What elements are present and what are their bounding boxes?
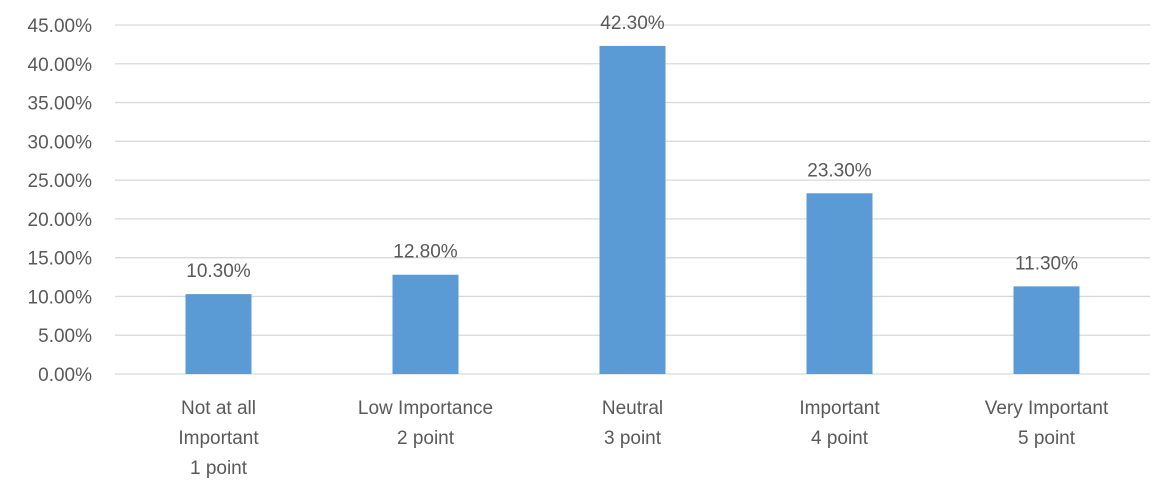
y-tick-label: 0.00%: [38, 365, 92, 386]
x-category-label: Low Importance 2 point: [358, 398, 493, 449]
x-category-label: Important 4 point: [799, 398, 880, 449]
bar: [185, 294, 252, 374]
data-label: 12.80%: [393, 242, 458, 263]
x-category-label-line: 1 point: [190, 458, 248, 479]
x-category-label-line: Important: [178, 428, 259, 449]
y-tick-label: 45.00%: [28, 16, 93, 37]
y-tick-label: 25.00%: [28, 171, 93, 192]
y-tick-label: 15.00%: [28, 249, 93, 270]
x-category-label: Not at all Important 1 point: [178, 398, 259, 479]
bar: [599, 45, 666, 374]
y-tick-label: 35.00%: [28, 94, 93, 115]
x-category-label-line: 2 point: [397, 428, 455, 449]
x-category-label: Neutral 3 point: [602, 398, 663, 449]
x-axis-categories: Not at all Important 1 point Low Importance…: [178, 398, 1109, 479]
data-labels: 10.30% 12.80% 42.30% 23.30% 11.30%: [186, 13, 1078, 282]
x-category-label-line: Very Important: [985, 398, 1109, 419]
x-category-label-line: 4 point: [811, 428, 869, 449]
y-tick-label: 20.00%: [28, 210, 93, 231]
x-category-label-line: Not at all: [181, 398, 256, 419]
data-label: 23.30%: [807, 160, 872, 181]
bar: [392, 274, 459, 374]
bar: [1013, 286, 1080, 374]
x-category-label-line: 5 point: [1018, 428, 1076, 449]
y-tick-label: 10.00%: [28, 287, 93, 308]
y-axis-ticks: 0.00% 5.00% 10.00% 15.00% 20.00% 25.00% 30.00%…: [28, 16, 93, 386]
bars: [185, 45, 1080, 374]
x-category-label: Very Important 5 point: [985, 398, 1109, 449]
x-category-label-line: Important: [799, 398, 880, 419]
y-tick-label: 30.00%: [28, 132, 93, 153]
data-label: 42.30%: [600, 13, 665, 34]
x-category-label-line: Low Importance: [358, 398, 493, 419]
y-tick-label: 5.00%: [38, 326, 92, 347]
data-label: 10.30%: [186, 261, 251, 282]
x-category-label-line: 3 point: [604, 428, 662, 449]
y-tick-label: 40.00%: [28, 55, 93, 76]
bar: [806, 193, 873, 374]
x-category-label-line: Neutral: [602, 398, 663, 419]
data-label: 11.30%: [1015, 253, 1078, 274]
